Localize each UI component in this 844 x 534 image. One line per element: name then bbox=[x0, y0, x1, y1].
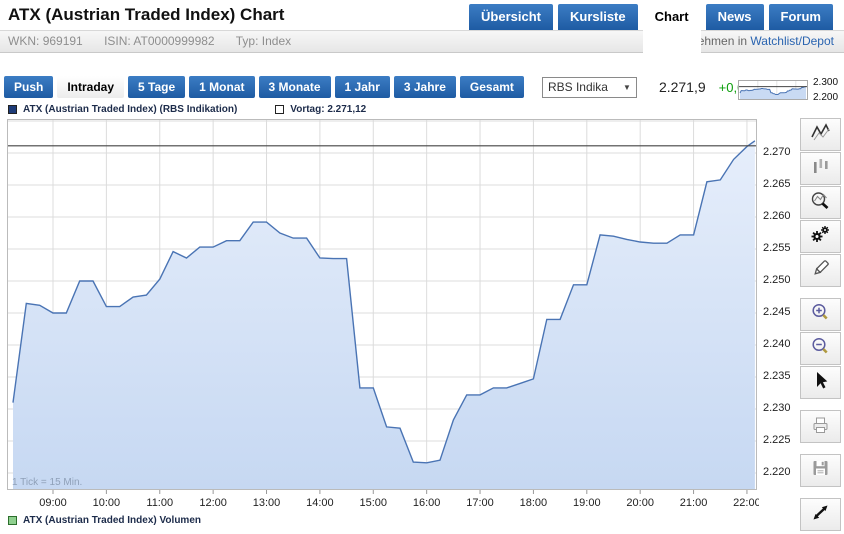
y-axis-tick-label: 2.240 bbox=[763, 338, 791, 350]
tool-button-settings[interactable] bbox=[800, 220, 841, 253]
svg-text:15:00: 15:00 bbox=[360, 497, 388, 509]
svg-text:22:00: 22:00 bbox=[733, 497, 759, 509]
zoom-chart-icon bbox=[809, 190, 832, 216]
range-button-5-tage[interactable]: 5 Tage bbox=[128, 76, 186, 98]
svg-text:19:00: 19:00 bbox=[573, 497, 601, 509]
svg-text:12:00: 12:00 bbox=[199, 497, 227, 509]
tool-button-zoom-out[interactable] bbox=[800, 332, 841, 365]
y-axis-tick-label: 2.250 bbox=[763, 274, 791, 286]
svg-text:17:00: 17:00 bbox=[466, 497, 494, 509]
y-axis-tick-label: 2.225 bbox=[763, 434, 791, 446]
isin-pair: ISIN: AT0000999982 bbox=[104, 34, 215, 48]
typ-pair: Typ: Index bbox=[235, 34, 292, 48]
prev-close-checkbox[interactable] bbox=[275, 105, 285, 114]
svg-text:16:00: 16:00 bbox=[413, 497, 441, 509]
last-price: 2.271,9 bbox=[658, 79, 706, 95]
tab-news[interactable]: News bbox=[705, 4, 764, 30]
chart-legend: ATX (Austrian Traded Index) (RBS Indikat… bbox=[8, 104, 366, 115]
prev-close-label: Vortag: 2.271,12 bbox=[290, 104, 367, 115]
volume-legend-swatch[interactable] bbox=[8, 516, 17, 525]
wkn-value: 969191 bbox=[42, 34, 83, 48]
tool-button-line-chart[interactable] bbox=[800, 118, 841, 151]
svg-text:20:00: 20:00 bbox=[626, 497, 654, 509]
range-button-gesamt[interactable]: Gesamt bbox=[459, 76, 524, 98]
mini-sparkline bbox=[738, 80, 808, 100]
wkn-pair: WKN: 969191 bbox=[8, 34, 83, 48]
y-axis-tick-label: 2.260 bbox=[763, 210, 791, 222]
save-icon bbox=[809, 458, 832, 484]
tool-button-fullscreen[interactable] bbox=[800, 498, 841, 531]
tool-button-save[interactable] bbox=[800, 454, 841, 487]
range-button-intraday[interactable]: Intraday bbox=[57, 76, 125, 98]
watchlist-link[interactable]: Watchlist/Depot bbox=[750, 34, 834, 48]
y-axis-tick-label: 2.235 bbox=[763, 370, 791, 382]
series-legend-swatch[interactable] bbox=[8, 105, 17, 114]
range-button-1-jahr[interactable]: 1 Jahr bbox=[334, 76, 390, 98]
svg-text:13:00: 13:00 bbox=[253, 497, 281, 509]
tab-kursliste[interactable]: Kursliste bbox=[557, 4, 638, 30]
line-chart-icon bbox=[809, 122, 832, 148]
sparkline-svg bbox=[739, 81, 807, 99]
tool-button-print[interactable] bbox=[800, 410, 841, 443]
tool-button-draw[interactable] bbox=[800, 254, 841, 287]
bar-chart-icon bbox=[810, 156, 831, 182]
svg-text:09:00: 09:00 bbox=[39, 497, 67, 509]
range-button-3-monate[interactable]: 3 Monate bbox=[258, 76, 331, 98]
svg-text:14:00: 14:00 bbox=[306, 497, 334, 509]
tab--bersicht[interactable]: Übersicht bbox=[469, 4, 553, 30]
tool-button-cursor[interactable] bbox=[800, 366, 841, 399]
draw-icon bbox=[809, 258, 832, 284]
tool-button-bar-chart[interactable] bbox=[800, 152, 841, 185]
range-buttons: Push Intraday 5 Tage 1 Monat 3 Monate 1 Jahr 3… bbox=[4, 76, 524, 98]
cursor-icon bbox=[809, 370, 832, 396]
tab-forum[interactable]: Forum bbox=[768, 4, 833, 30]
svg-text:18:00: 18:00 bbox=[520, 497, 548, 509]
svg-text:21:00: 21:00 bbox=[680, 497, 708, 509]
print-icon bbox=[809, 414, 832, 440]
sparkline-labels: 2.300 2.200 bbox=[813, 77, 838, 103]
typ-value: Index bbox=[261, 34, 292, 48]
fullscreen-icon bbox=[809, 502, 832, 528]
volume-legend-label: ATX (Austrian Traded Index) Volumen bbox=[23, 515, 201, 526]
volume-legend: ATX (Austrian Traded Index) Volumen bbox=[8, 515, 201, 526]
range-button-3-jahre[interactable]: 3 Jahre bbox=[393, 76, 456, 98]
range-toolbar: Push Intraday 5 Tage 1 Monat 3 Monate 1 Jahr 3… bbox=[4, 76, 763, 98]
top-tabs: Übersicht Kursliste Chart News Forum bbox=[469, 4, 833, 53]
tab-chart[interactable]: Chart bbox=[642, 4, 701, 53]
range-button-push[interactable]: Push bbox=[4, 76, 54, 98]
y-axis-tick-label: 2.220 bbox=[763, 466, 791, 478]
zoom-out-icon bbox=[809, 336, 832, 362]
y-axis-tick-label: 2.245 bbox=[763, 306, 791, 318]
series-legend-label: ATX (Austrian Traded Index) (RBS Indikat… bbox=[23, 104, 238, 115]
page-title: ATX (Austrian Traded Index) Chart bbox=[8, 5, 285, 24]
y-axis-tick-label: 2.255 bbox=[763, 242, 791, 254]
tick-interval-note: 1 Tick = 15 Min. bbox=[12, 477, 83, 488]
spark-high-label: 2.300 bbox=[813, 77, 839, 88]
spark-low-label: 2.200 bbox=[813, 92, 839, 103]
isin-value: AT0000999982 bbox=[133, 34, 215, 48]
range-button-1-monat[interactable]: 1 Monat bbox=[189, 76, 255, 98]
indicator-select-value: RBS Indika bbox=[547, 80, 608, 94]
tool-button-zoom-chart[interactable] bbox=[800, 186, 841, 219]
svg-text:11:00: 11:00 bbox=[146, 497, 173, 509]
tool-button-zoom-in[interactable] bbox=[800, 298, 841, 331]
main-chart[interactable]: 09:00 10:00 11:00 12:00 13:00 14:00 15:00 16:00… bbox=[7, 119, 759, 511]
y-axis-tick-label: 2.265 bbox=[763, 178, 791, 190]
settings-icon bbox=[809, 224, 832, 250]
chevron-down-icon: ▼ bbox=[623, 82, 631, 92]
svg-text:10:00: 10:00 bbox=[93, 497, 121, 509]
y-axis-tick-label: 2.270 bbox=[763, 146, 791, 158]
zoom-in-icon bbox=[809, 302, 832, 328]
y-axis-tick-label: 2.230 bbox=[763, 402, 791, 414]
chart-tools-sidebar bbox=[800, 118, 841, 532]
indicator-select[interactable]: RBS Indika ▼ bbox=[541, 76, 637, 98]
info-bar: WKN: 969191 ISIN: AT0000999982 Typ: Inde… bbox=[0, 30, 844, 53]
